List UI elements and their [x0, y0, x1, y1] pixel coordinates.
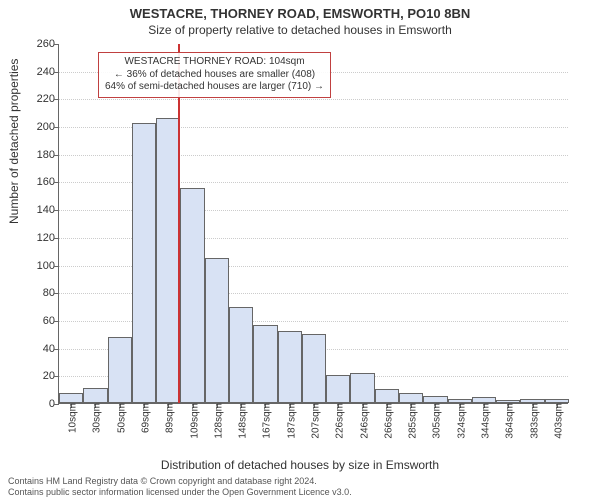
x-tick-label: 187sqm [282, 403, 297, 439]
histogram-bar [375, 389, 399, 403]
x-tick-label: 128sqm [209, 403, 224, 439]
x-tick-label: 148sqm [234, 403, 249, 439]
y-tick-mark [54, 72, 59, 73]
x-tick-label: 226sqm [331, 403, 346, 439]
plot-area: 02040608010012014016018020022024026010sq… [58, 44, 568, 404]
footnote: Contains HM Land Registry data © Crown c… [8, 476, 592, 498]
x-tick-label: 50sqm [112, 403, 127, 433]
x-tick-label: 109sqm [185, 403, 200, 439]
annotation-line2: ← 36% of detached houses are smaller (40… [105, 69, 324, 82]
footnote-line1: Contains HM Land Registry data © Crown c… [8, 476, 592, 487]
x-tick-label: 30sqm [88, 403, 103, 433]
gridline [59, 99, 568, 100]
y-tick-mark [54, 404, 59, 405]
x-tick-label: 344sqm [477, 403, 492, 439]
annotation-line3: 64% of semi-detached houses are larger (… [105, 81, 324, 94]
histogram-bar [278, 331, 302, 403]
histogram-bar [132, 123, 156, 403]
histogram-bar [302, 334, 326, 403]
y-axis-label: Number of detached properties [7, 59, 21, 224]
histogram-bar [205, 258, 229, 403]
x-tick-label: 207sqm [307, 403, 322, 439]
x-tick-label: 69sqm [137, 403, 152, 433]
y-tick-mark [54, 155, 59, 156]
y-tick-mark [54, 44, 59, 45]
y-tick-mark [54, 293, 59, 294]
x-tick-label: 305sqm [428, 403, 443, 439]
y-tick-mark [54, 266, 59, 267]
chart-container: WESTACRE, THORNEY ROAD, EMSWORTH, PO10 8… [0, 0, 600, 500]
footnote-line2: Contains public sector information licen… [8, 487, 592, 498]
x-tick-label: 10sqm [64, 403, 79, 433]
x-tick-label: 246sqm [355, 403, 370, 439]
histogram-bar [253, 325, 277, 403]
histogram-bar [326, 375, 350, 403]
histogram-bar [180, 188, 204, 403]
y-tick-mark [54, 210, 59, 211]
x-tick-label: 383sqm [525, 403, 540, 439]
x-tick-label: 89sqm [161, 403, 176, 433]
x-axis-label: Distribution of detached houses by size … [0, 458, 600, 472]
histogram-bar [59, 393, 83, 403]
annotation-box: WESTACRE THORNEY ROAD: 104sqm ← 36% of d… [98, 52, 331, 98]
histogram-bar [423, 396, 447, 403]
x-tick-label: 403sqm [549, 403, 564, 439]
histogram-bar [108, 337, 132, 403]
y-tick-mark [54, 182, 59, 183]
y-tick-mark [54, 376, 59, 377]
x-tick-label: 364sqm [501, 403, 516, 439]
x-tick-label: 266sqm [379, 403, 394, 439]
chart-subtitle: Size of property relative to detached ho… [0, 21, 600, 37]
y-tick-mark [54, 238, 59, 239]
y-tick-mark [54, 127, 59, 128]
marker-line [178, 44, 180, 403]
x-tick-label: 167sqm [258, 403, 273, 439]
histogram-bar [350, 373, 374, 403]
x-tick-label: 324sqm [452, 403, 467, 439]
histogram-bar [229, 307, 253, 403]
histogram-bar [399, 393, 423, 403]
y-tick-mark [54, 321, 59, 322]
plot: 02040608010012014016018020022024026010sq… [58, 44, 568, 404]
chart-title: WESTACRE, THORNEY ROAD, EMSWORTH, PO10 8… [0, 0, 600, 21]
annotation-line1: WESTACRE THORNEY ROAD: 104sqm [105, 56, 324, 69]
y-tick-mark [54, 349, 59, 350]
x-tick-label: 285sqm [404, 403, 419, 439]
histogram-bar [156, 118, 180, 403]
y-tick-mark [54, 99, 59, 100]
histogram-bar [83, 388, 107, 403]
